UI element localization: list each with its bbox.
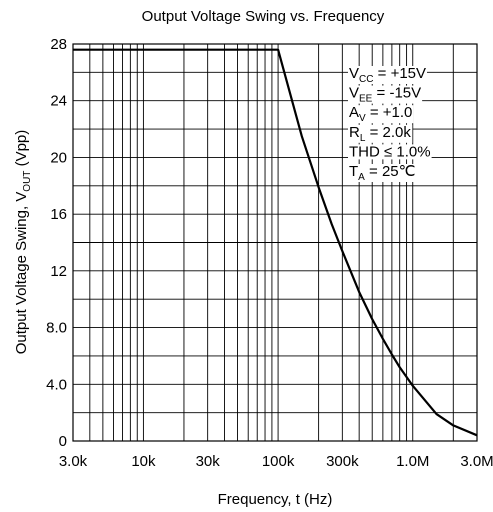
- x-tick-label: 300k: [326, 453, 359, 470]
- annotation-line: AV = +1.0: [349, 104, 412, 124]
- annotation-backing: [348, 85, 423, 104]
- series-layer: [73, 48, 478, 437]
- tick-labels: 3.0k 10k 30k 100k 300k 1.0M 3.0M 0 4.0 8.0 12 16 20 2…: [46, 36, 493, 470]
- x-tick-label: 3.0M: [460, 453, 493, 470]
- x-axis-label: Frequency, t (Hz): [218, 491, 333, 508]
- y-tick-label: 4.0: [46, 376, 67, 393]
- y-tick-label: 12: [50, 263, 67, 280]
- x-tick-label: 10k: [131, 453, 156, 470]
- annotation-line: THD ≤ 1.0%: [349, 143, 431, 160]
- x-tick-label: 100k: [262, 453, 295, 470]
- x-tick-label: 3.0k: [59, 453, 88, 470]
- y-tick-label: 28: [50, 36, 67, 53]
- y-axis-label: Output Voltage Swing, VOUT (Vpp): [13, 130, 33, 355]
- annotation-line: TA = 25℃: [349, 163, 415, 183]
- x-tick-label: 30k: [196, 453, 221, 470]
- x-tick-label: 1.0M: [396, 453, 429, 470]
- plot-frame: [72, 43, 478, 442]
- annotation-line: VCC = +15V: [349, 65, 426, 85]
- y-tick-label: 16: [50, 206, 67, 223]
- series-line: [73, 48, 478, 437]
- y-tick-label: 0: [59, 433, 67, 450]
- annotation-backing: [348, 105, 414, 124]
- annotation-backing: [348, 124, 413, 143]
- y-tick-label: 24: [50, 93, 67, 110]
- annotation-backing: [348, 164, 417, 182]
- chart-title: Output Voltage Swing vs. Frequency: [142, 8, 385, 25]
- annotation-line: VEE = -15V: [349, 85, 421, 105]
- annotation-backing: [348, 144, 432, 160]
- y-tick-label: 20: [50, 149, 67, 166]
- y-tick-label: 8.0: [46, 320, 67, 337]
- annotation-line: RL = 2.0k: [349, 124, 411, 144]
- annotation-backing: [348, 66, 428, 84]
